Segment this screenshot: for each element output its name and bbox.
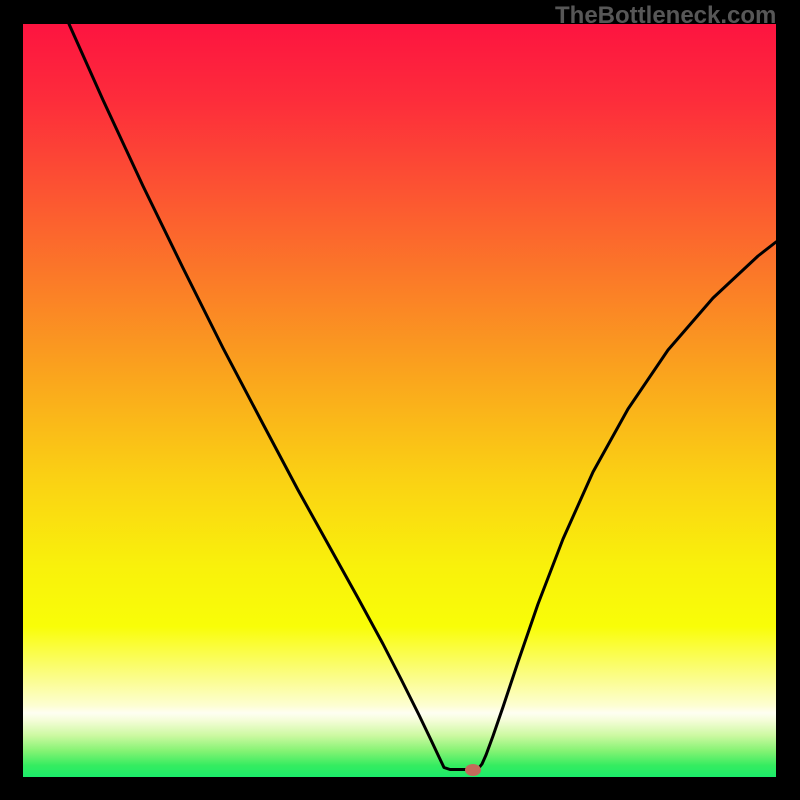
optimum-marker	[465, 764, 481, 776]
plot-area	[23, 24, 776, 777]
watermark-text: TheBottleneck.com	[555, 2, 776, 30]
